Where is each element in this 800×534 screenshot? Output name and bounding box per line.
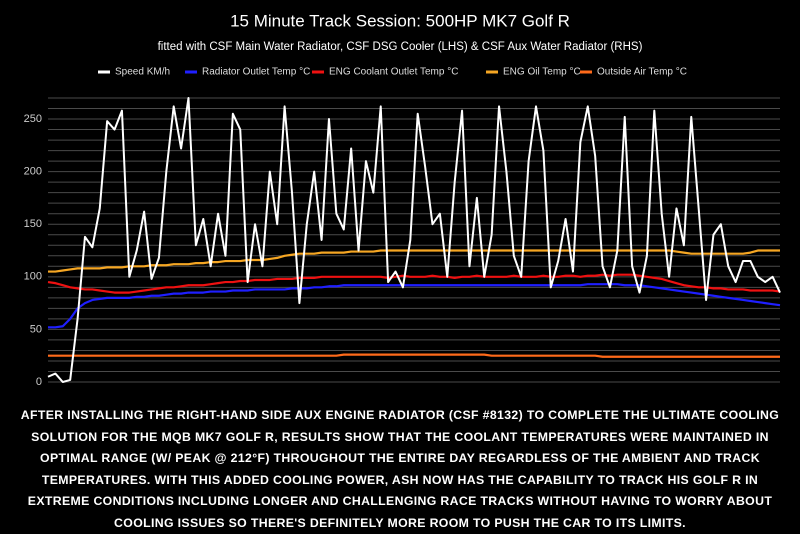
chart: 15 Minute Track Session: 500HP MK7 Golf … (24, 11, 781, 388)
series-line (48, 353, 780, 358)
legend-label: Radiator Outlet Temp °C (202, 67, 310, 78)
series-line (48, 249, 780, 273)
series-line (47, 97, 781, 383)
legend-label: Speed KM/h (115, 67, 170, 78)
y-tick-label: 200 (24, 166, 42, 178)
y-tick-label: 100 (24, 271, 42, 283)
caption: AFTER INSTALLING THE RIGHT-HAND SIDE AUX… (20, 408, 780, 530)
y-tick-label: 0 (36, 376, 42, 388)
y-tick-label: 150 (24, 218, 42, 230)
legend-label: ENG Oil Temp °C (503, 67, 581, 78)
y-tick-label: 50 (30, 323, 42, 335)
chart-subtitle: fitted with CSF Main Water Radiator, CSF… (158, 41, 643, 53)
legend-label: Outside Air Temp °C (597, 67, 687, 78)
legend-label: ENG Coolant Outlet Temp °C (329, 67, 458, 78)
chart-title: 15 Minute Track Session: 500HP MK7 Golf … (230, 11, 570, 30)
series-line (47, 273, 781, 294)
y-tick-label: 250 (24, 113, 42, 125)
series-line (48, 283, 781, 329)
